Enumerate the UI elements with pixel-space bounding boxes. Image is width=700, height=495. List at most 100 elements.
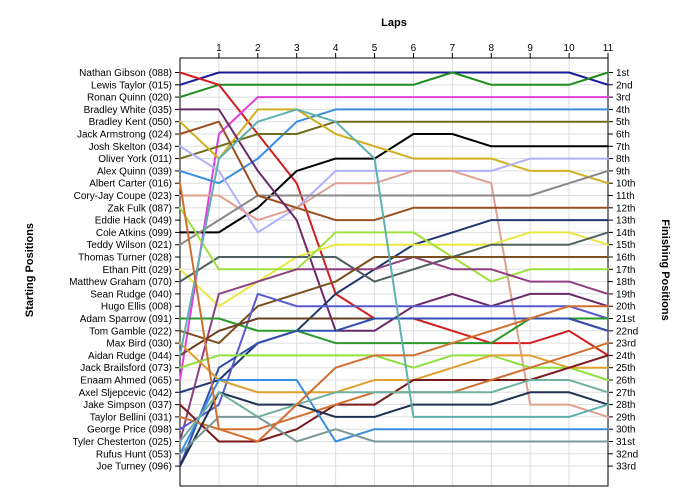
- finishing-position-label: 15th: [616, 240, 635, 251]
- series-line: [179, 120, 609, 222]
- starting-position-label: Zak Fulk (087): [108, 203, 172, 214]
- finishing-position-label: 22nd: [616, 326, 638, 337]
- series-line: [179, 292, 609, 431]
- series-line: [179, 354, 609, 381]
- series-line: [179, 108, 609, 185]
- x-tick-label: 5: [372, 43, 378, 54]
- finishing-position-label: 20th: [616, 302, 635, 313]
- series-line: [179, 169, 609, 418]
- starting-position-label: Alex Quinn (039): [97, 166, 172, 177]
- finishing-position-label: 25th: [616, 363, 635, 374]
- starting-position-label: Cory-Jay Coupe (023): [74, 191, 172, 202]
- series-line: [179, 145, 609, 234]
- finishing-position-label: 12th: [616, 203, 635, 214]
- x-ticks: 1 2 3 4 5 6 7 8 9 10 11: [216, 43, 614, 58]
- starting-position-label: Tom Gamble (022): [89, 326, 172, 337]
- finishing-position-label: 33rd: [616, 462, 636, 473]
- finishing-position-label: 16th: [616, 253, 635, 264]
- finishing-position-label: 27th: [616, 388, 635, 399]
- starting-position-label: Jack Armstrong (024): [77, 130, 172, 141]
- series-line: [179, 415, 609, 455]
- starting-position-label: Matthew Graham (070): [69, 277, 172, 288]
- y-axis-label-left: Starting Positions: [24, 223, 36, 317]
- starting-position-label: Tyler Chesterton (025): [73, 437, 173, 448]
- starting-position-label: Teddy Wilson (021): [86, 240, 172, 251]
- series-line: [179, 182, 609, 443]
- x-tick-label: 8: [488, 43, 494, 54]
- starting-position-label: Adam Sparrow (091): [80, 314, 172, 325]
- starting-position-label: Ronan Quinn (020): [87, 93, 172, 104]
- finishing-position-label: 18th: [616, 277, 635, 288]
- finishing-position-label: 6th: [616, 130, 630, 141]
- starting-position-label: Eddie Hack (049): [95, 216, 172, 227]
- series-line: [179, 133, 609, 234]
- starting-position-label: Hugo Ellis (008): [101, 302, 172, 313]
- starting-position-label: George Price (098): [87, 425, 172, 436]
- starting-position-label: Jake Simpson (037): [83, 400, 172, 411]
- starting-position-label: Taylor Bellini (031): [90, 412, 172, 423]
- starting-position-label: Joe Turney (096): [96, 462, 172, 473]
- starting-position-label: Josh Skelton (034): [89, 142, 172, 153]
- starting-position-label: Ethan Pitt (029): [103, 265, 172, 276]
- starting-position-label: Bradley Kent (050): [89, 117, 172, 128]
- series-line: [179, 342, 609, 394]
- x-tick-label: 6: [411, 43, 417, 54]
- finishing-position-label: 10th: [616, 179, 635, 190]
- x-tick-label: 7: [450, 43, 456, 54]
- finishing-position-label: 23rd: [616, 339, 636, 350]
- series-line: [179, 317, 609, 468]
- series-line: [179, 120, 609, 160]
- x-tick-label: 9: [527, 43, 533, 54]
- starting-position-label: Sean Rudge (040): [90, 289, 172, 300]
- series-line: [179, 206, 609, 283]
- finishing-position-label: 17th: [616, 265, 635, 276]
- starting-position-label: Enaam Ahmed (065): [80, 376, 172, 387]
- series-line: [179, 108, 609, 418]
- finishing-position-label: 19th: [616, 289, 635, 300]
- series-line: [179, 96, 609, 381]
- finishing-position-label: 13th: [616, 216, 635, 227]
- series-lines: [179, 71, 609, 468]
- finishing-position-label: 28th: [616, 400, 635, 411]
- finishing-position-label: 7th: [616, 142, 630, 153]
- series-line: [179, 108, 609, 185]
- starting-position-label: Jack Brailsford (073): [80, 363, 172, 374]
- finishing-position-label: 4th: [616, 105, 630, 116]
- finishing-position-label: 5th: [616, 117, 630, 128]
- finishing-position-label: 29th: [616, 412, 635, 423]
- starting-position-label: Cole Atkins (099): [96, 228, 172, 239]
- starting-position-label: Aidan Rudge (044): [88, 351, 172, 362]
- starting-position-label: Axel Sljepcevic (042): [79, 388, 172, 399]
- series-line: [179, 256, 609, 443]
- finishing-position-label: 1st: [616, 68, 630, 79]
- finishing-position-label: 14th: [616, 228, 635, 239]
- starting-position-label: Max Bird (030): [106, 339, 172, 350]
- x-tick-label: 10: [564, 43, 576, 54]
- finishing-position-label: 2nd: [616, 80, 633, 91]
- series-line: [179, 379, 609, 455]
- series-line: [179, 71, 609, 86]
- starting-positions: Nathan Gibson (088)Lewis Taylor (015) Ron…: [69, 68, 180, 473]
- y-axis-label-right: Finishing Positions: [659, 219, 671, 320]
- starting-position-label: Albert Carter (016): [89, 179, 172, 190]
- series-line: [179, 169, 609, 246]
- finishing-position-label: 31st: [616, 437, 635, 448]
- finishing-position-label: 21st: [616, 314, 635, 325]
- finishing-position-label: 24th: [616, 351, 635, 362]
- series-line: [179, 231, 609, 308]
- starting-position-label: Thomas Turner (028): [78, 253, 172, 264]
- finishing-position-label: 30th: [616, 425, 635, 436]
- x-tick-label: 2: [255, 43, 261, 54]
- starting-position-label: Rufus Hunt (053): [96, 449, 172, 460]
- x-tick-label: 1: [216, 43, 222, 54]
- series-line: [179, 71, 609, 99]
- series-line: [179, 379, 609, 443]
- starting-position-label: Lewis Taylor (015): [91, 80, 172, 91]
- x-tick-label: 3: [294, 43, 300, 54]
- series-line: [179, 231, 609, 283]
- starting-position-label: Oliver York (011): [98, 154, 172, 165]
- finishing-position-label: 11th: [616, 191, 635, 202]
- starting-position-label: Bradley White (035): [84, 105, 172, 116]
- finishing-position-label: 3rd: [616, 93, 630, 104]
